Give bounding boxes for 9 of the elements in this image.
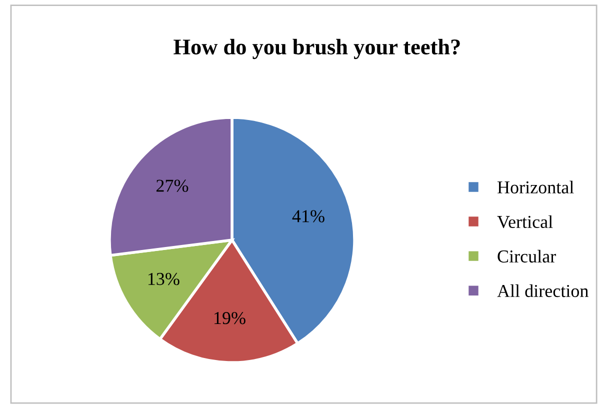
chart-title: How do you brush your teeth? — [174, 38, 460, 60]
legend-label: Circular — [498, 250, 556, 263]
data-label: 19% — [214, 312, 246, 324]
data-label: 41% — [292, 210, 324, 222]
legend-label: Horizontal — [497, 180, 574, 194]
legend-label: Vertical — [497, 215, 553, 228]
data-label: 27% — [156, 180, 188, 192]
data-label: 13% — [148, 272, 180, 286]
legend-label: All direction — [497, 284, 588, 298]
